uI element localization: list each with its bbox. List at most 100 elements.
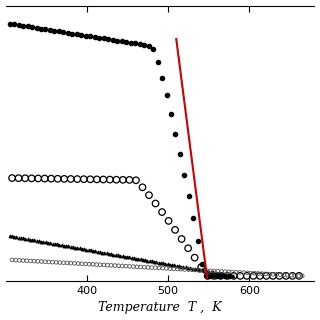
- Point: [87, 261, 92, 267]
- Point: [227, 273, 232, 278]
- Point: [53, 260, 59, 265]
- Point: [244, 273, 249, 278]
- Point: [116, 263, 121, 268]
- Point: [20, 236, 26, 241]
- Point: [192, 255, 197, 260]
- Point: [61, 243, 66, 248]
- Point: [284, 273, 289, 278]
- Point: [205, 273, 210, 278]
- Point: [114, 177, 119, 182]
- Point: [132, 41, 138, 46]
- Point: [149, 259, 155, 264]
- Point: [115, 38, 120, 43]
- Point: [127, 264, 132, 269]
- Point: [65, 260, 70, 266]
- Point: [150, 46, 156, 51]
- Point: [189, 267, 195, 272]
- Point: [39, 259, 44, 264]
- Point: [92, 35, 97, 40]
- Point: [264, 273, 269, 278]
- Point: [221, 272, 227, 277]
- Point: [237, 270, 242, 275]
- Point: [10, 175, 15, 180]
- Point: [153, 265, 158, 270]
- Point: [197, 267, 202, 272]
- Point: [43, 240, 48, 245]
- Point: [213, 273, 219, 278]
- Point: [42, 176, 47, 181]
- Point: [191, 216, 196, 221]
- Point: [165, 262, 170, 267]
- Point: [185, 265, 190, 270]
- Point: [39, 239, 44, 244]
- Point: [101, 36, 106, 41]
- Point: [172, 263, 177, 268]
- Point: [215, 270, 220, 276]
- Point: [110, 37, 115, 43]
- Point: [84, 247, 89, 252]
- Point: [101, 262, 107, 268]
- Point: [175, 267, 180, 272]
- Point: [155, 60, 160, 65]
- Point: [234, 270, 239, 275]
- Point: [127, 177, 132, 182]
- Point: [136, 256, 141, 261]
- Point: [131, 264, 136, 269]
- Point: [167, 262, 172, 267]
- Point: [73, 245, 78, 250]
- Point: [9, 234, 14, 239]
- Point: [248, 270, 253, 276]
- Point: [174, 263, 179, 268]
- Point: [176, 264, 181, 269]
- Point: [107, 251, 112, 256]
- Point: [228, 273, 234, 278]
- Point: [138, 257, 143, 262]
- Point: [94, 262, 99, 267]
- Point: [218, 273, 223, 278]
- Point: [29, 176, 34, 181]
- Point: [173, 131, 178, 136]
- Point: [225, 273, 230, 278]
- Point: [215, 269, 220, 274]
- Point: [61, 29, 66, 35]
- Point: [206, 269, 211, 274]
- Point: [289, 273, 294, 278]
- Point: [97, 250, 102, 255]
- Point: [65, 30, 70, 36]
- Point: [106, 36, 111, 42]
- X-axis label: Temperature  T ,  K: Temperature T , K: [98, 301, 222, 315]
- Point: [172, 227, 178, 232]
- Point: [52, 28, 57, 33]
- Point: [208, 269, 213, 275]
- Point: [88, 34, 93, 39]
- Point: [222, 273, 228, 278]
- Point: [159, 76, 164, 81]
- Point: [164, 93, 169, 98]
- Point: [186, 246, 191, 251]
- Point: [109, 252, 114, 257]
- Point: [274, 272, 279, 277]
- Point: [201, 268, 206, 273]
- Point: [149, 265, 154, 270]
- Point: [104, 251, 109, 256]
- Point: [23, 236, 28, 241]
- Point: [152, 259, 157, 264]
- Point: [12, 22, 17, 27]
- Point: [141, 42, 147, 47]
- Point: [57, 242, 62, 247]
- Point: [218, 273, 223, 278]
- Point: [200, 261, 205, 267]
- Point: [140, 185, 145, 190]
- Point: [259, 271, 264, 276]
- Point: [231, 273, 236, 278]
- Point: [112, 263, 117, 268]
- Point: [281, 272, 286, 277]
- Point: [238, 273, 243, 278]
- Point: [168, 111, 173, 116]
- Point: [133, 178, 139, 183]
- Point: [34, 238, 39, 244]
- Point: [100, 250, 105, 255]
- Point: [30, 237, 35, 243]
- Point: [145, 258, 150, 263]
- Point: [45, 240, 51, 245]
